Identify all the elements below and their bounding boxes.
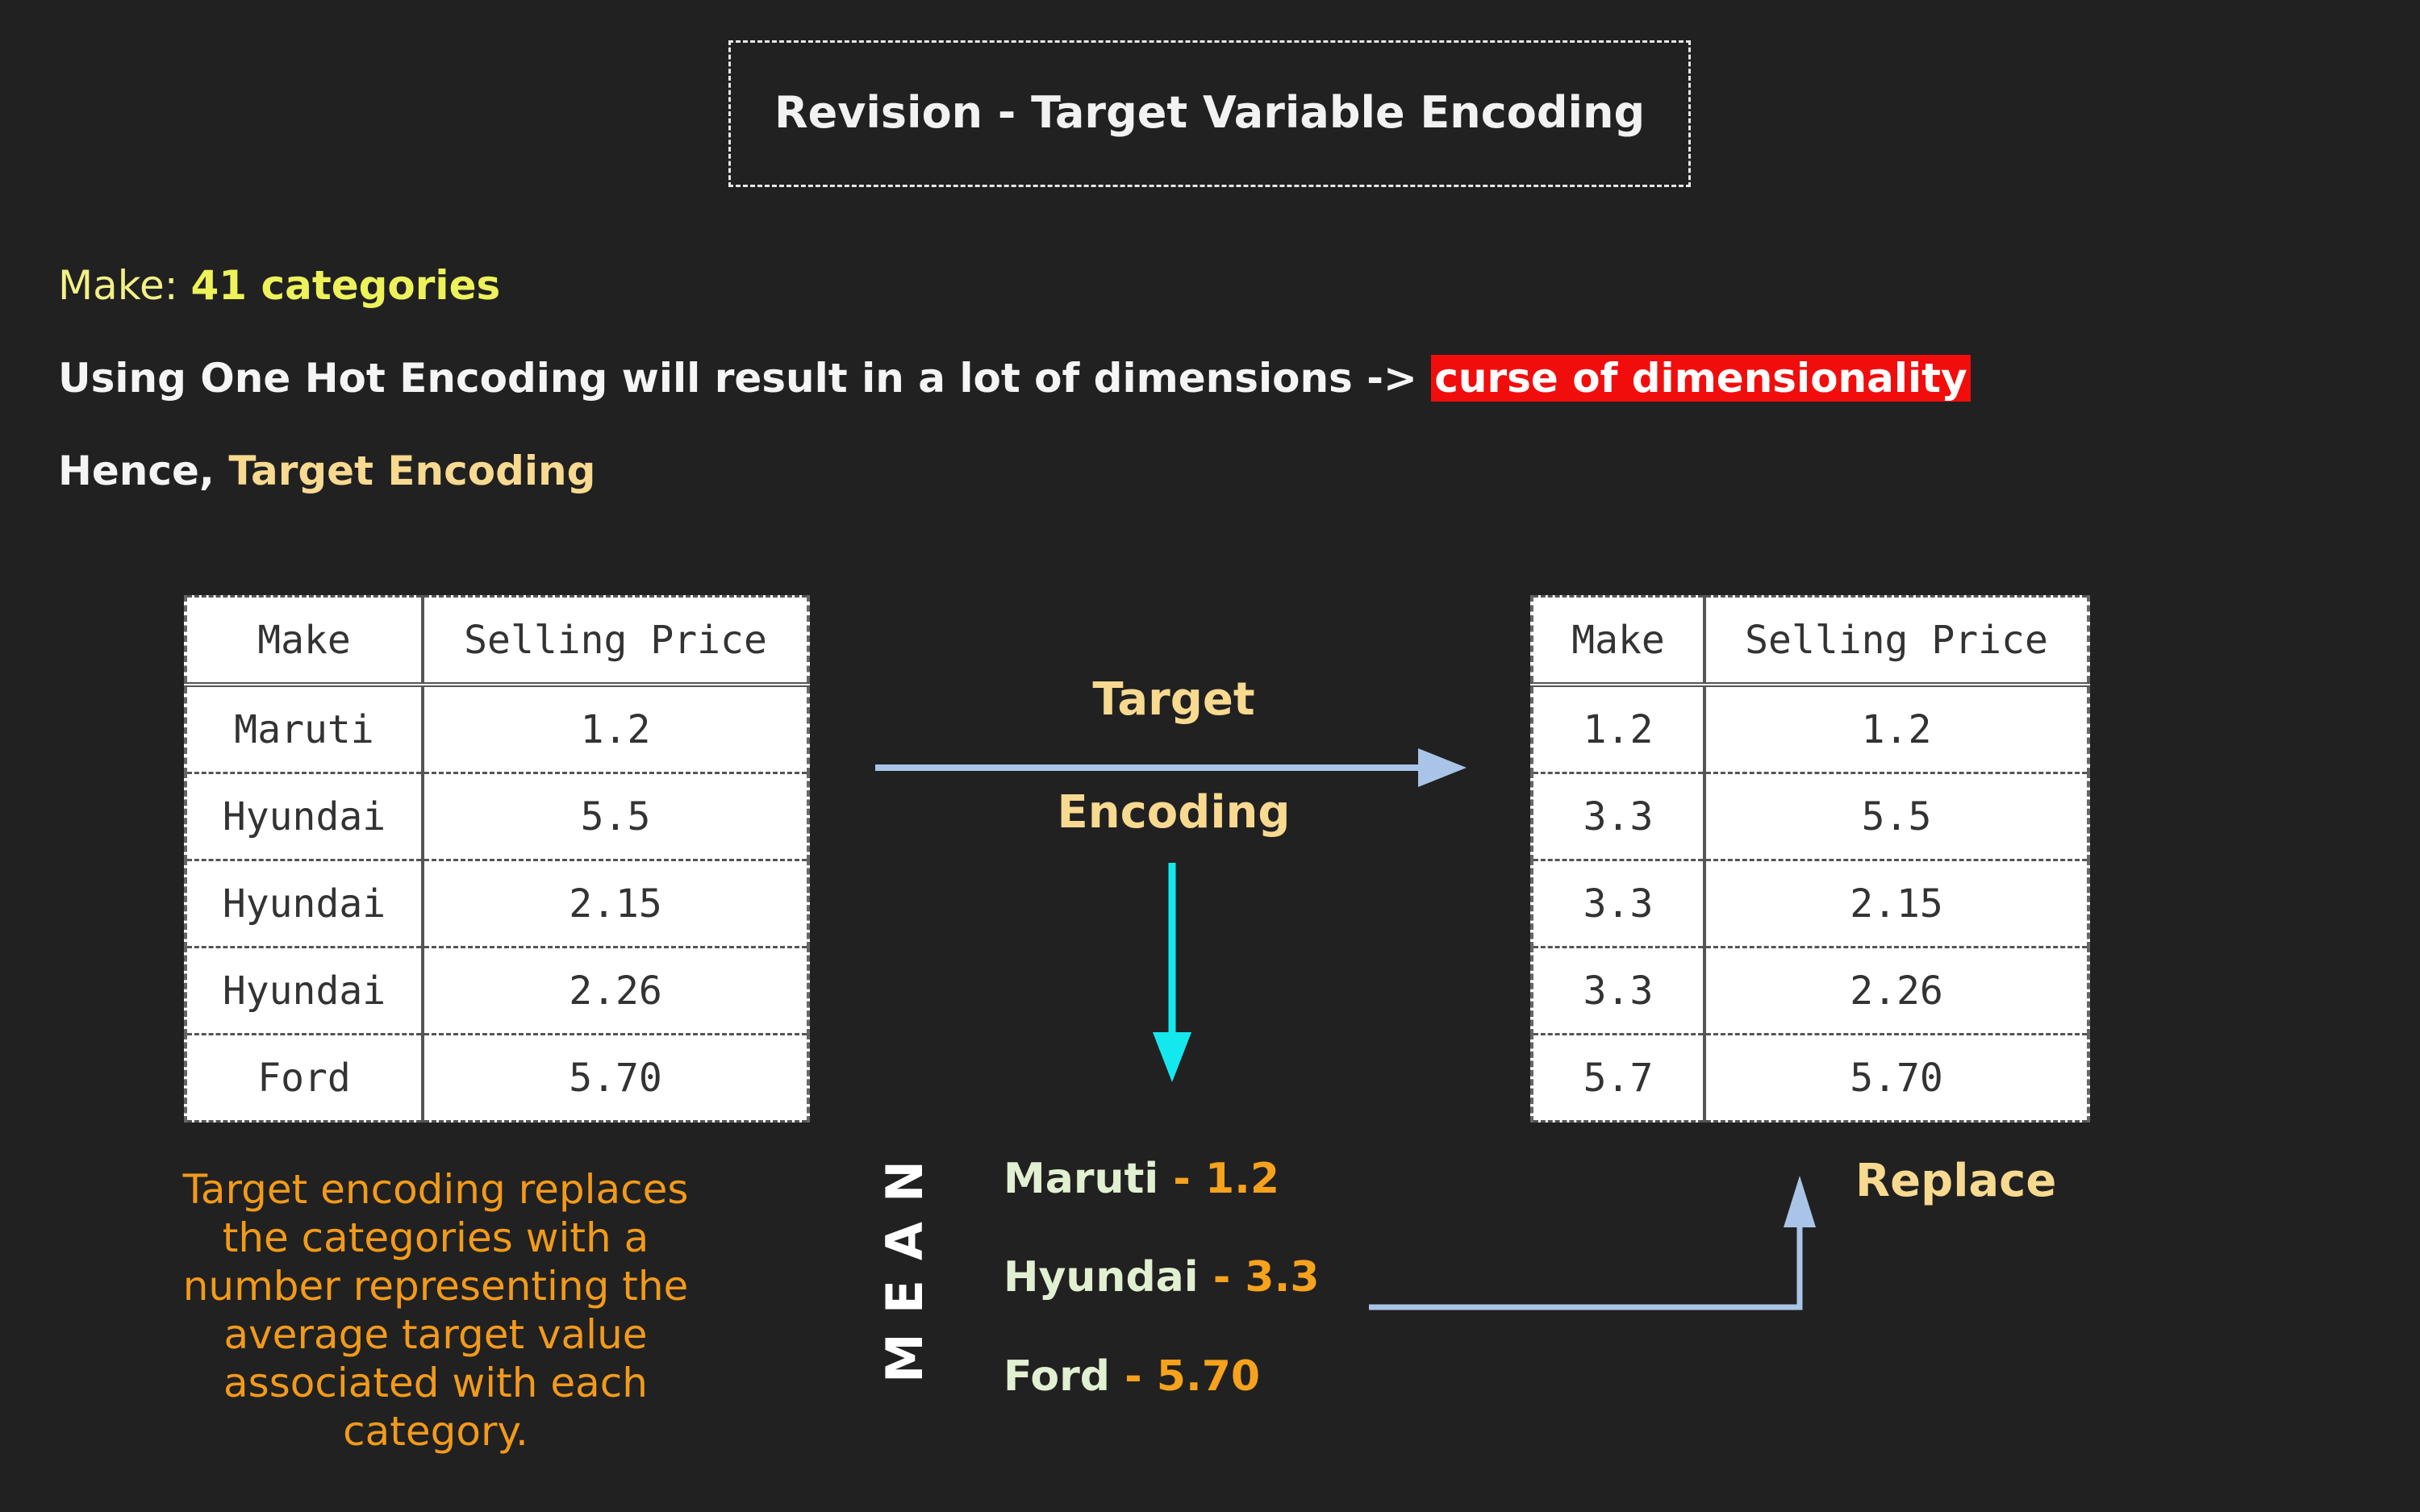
cell-price: 5.5 <box>421 773 808 861</box>
cell-make: 3.3 <box>1532 947 1704 1035</box>
mean-row-hyundai: Hyundai - 3.3 <box>1003 1253 1320 1302</box>
hence-line: Hence, Target Encoding <box>58 448 595 494</box>
down-arrow-icon <box>1153 863 1191 1082</box>
replace-arrow-icon <box>1369 1176 1816 1310</box>
cell-price: 1.2 <box>421 685 808 774</box>
mean-category: Maruti <box>1003 1155 1159 1203</box>
cell-price: 5.5 <box>1703 773 2088 861</box>
table-row: 5.7 5.70 <box>1532 1034 2088 1123</box>
curse-highlight: curse of dimensionality <box>1431 355 1971 402</box>
cell-make: 3.3 <box>1532 860 1704 948</box>
make-label: Make: <box>58 262 191 309</box>
hence-value: Target Encoding <box>228 448 596 494</box>
mean-label: MEAN <box>875 1141 934 1383</box>
original-table: Make Selling Price Maruti 1.2 Hyundai 5.5 … <box>184 595 810 1123</box>
hence-label: Hence, <box>58 448 229 494</box>
replace-label: Replace <box>1855 1155 2057 1207</box>
cell-price: 2.15 <box>1703 860 2088 948</box>
mean-value: - 5.70 <box>1110 1352 1261 1401</box>
title-box <box>728 40 1691 187</box>
header-price: Selling Price <box>1703 595 2088 687</box>
cell-price: 2.26 <box>1703 947 2088 1035</box>
cell-make: 1.2 <box>1532 685 1704 774</box>
ohe-text: Using One Hot Encoding will result in a … <box>58 355 1432 402</box>
make-count: 41 categories <box>190 262 501 309</box>
cell-price: 2.26 <box>421 947 808 1035</box>
encoded-table: Make Selling Price 1.2 1.2 3.3 5.5 3.3 2.15… <box>1530 595 2090 1123</box>
mean-row-maruti: Maruti - 1.2 <box>1003 1155 1279 1203</box>
description-text: Target encoding replaces the categories … <box>182 1166 689 1455</box>
table-row: 3.3 2.15 <box>1532 860 2088 948</box>
cell-make: 5.7 <box>1532 1034 1704 1123</box>
mean-category: Hyundai <box>1003 1253 1199 1302</box>
right-arrow-icon <box>875 748 1467 787</box>
table-header-row: Make Selling Price <box>1532 595 2088 687</box>
cell-price: 5.70 <box>421 1034 808 1123</box>
table-row: 3.3 5.5 <box>1532 773 2088 861</box>
table-row: Maruti 1.2 <box>186 685 808 774</box>
mean-value: - 3.3 <box>1198 1253 1320 1302</box>
make-line: Make: 41 categories <box>58 262 500 309</box>
cell-make: 3.3 <box>1532 773 1704 861</box>
cell-price: 2.15 <box>421 860 808 948</box>
cell-make: Ford <box>186 1034 423 1123</box>
mean-value: - 1.2 <box>1158 1155 1280 1203</box>
header-make: Make <box>1532 595 1704 687</box>
cell-make: Hyundai <box>186 947 423 1035</box>
cell-price: 1.2 <box>1703 685 2088 774</box>
mean-row-ford: Ford - 5.70 <box>1003 1352 1260 1401</box>
table-row: Hyundai 2.15 <box>186 860 808 948</box>
header-make: Make <box>186 595 423 687</box>
table-row: Hyundai 2.26 <box>186 947 808 1035</box>
mean-category: Ford <box>1003 1352 1111 1401</box>
cell-make: Hyundai <box>186 773 423 861</box>
table-row: Hyundai 5.5 <box>186 773 808 861</box>
encoding-label: Encoding <box>1057 786 1291 839</box>
cell-make: Maruti <box>186 685 423 774</box>
table-header-row: Make Selling Price <box>186 595 808 687</box>
table-row: 1.2 1.2 <box>1532 685 2088 774</box>
target-label: Target <box>1092 673 1255 726</box>
header-price: Selling Price <box>421 595 808 687</box>
cell-make: Hyundai <box>186 860 423 948</box>
table-row: 3.3 2.26 <box>1532 947 2088 1035</box>
ohe-line: Using One Hot Encoding will result in a … <box>58 355 1971 402</box>
page-title: Revision - Target Variable Encoding <box>774 87 1646 138</box>
table-row: Ford 5.70 <box>186 1034 808 1123</box>
cell-price: 5.70 <box>1703 1034 2088 1123</box>
